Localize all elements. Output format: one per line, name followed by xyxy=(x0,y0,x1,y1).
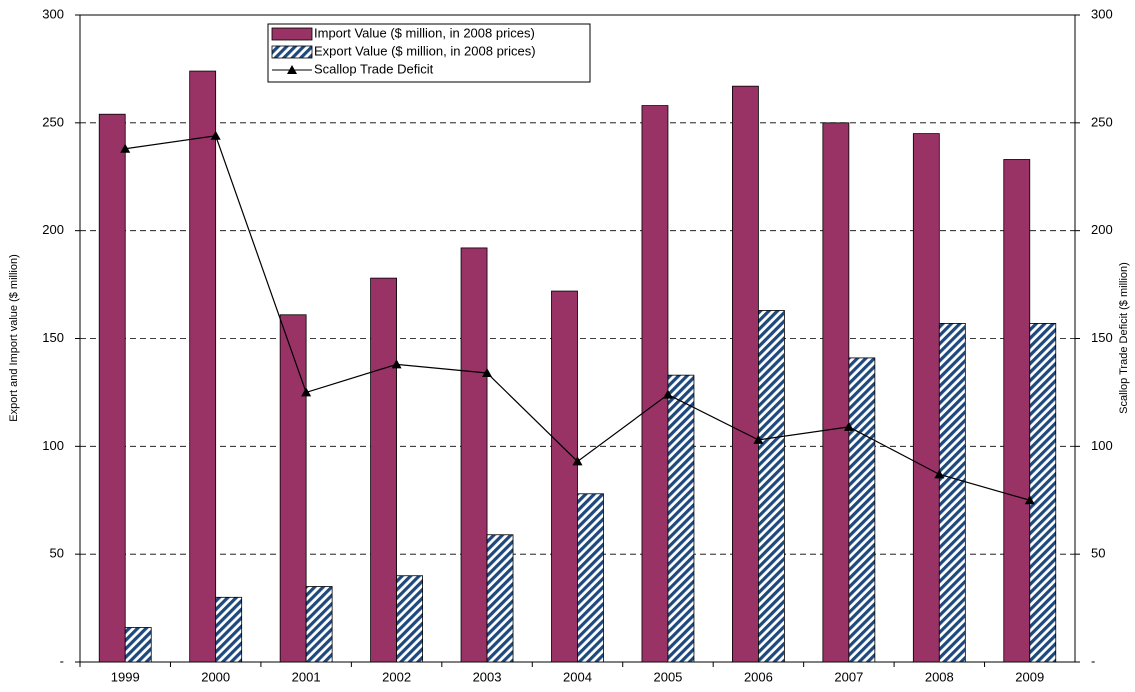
bar xyxy=(551,290,578,663)
x-tick-label: 2005 xyxy=(653,669,682,684)
y2-tick-label: 150 xyxy=(1091,330,1113,345)
y2-tick-label: 200 xyxy=(1091,222,1113,237)
legend-swatch xyxy=(271,45,313,59)
bar xyxy=(848,357,876,663)
bar xyxy=(938,323,966,663)
legend-marker xyxy=(287,65,297,74)
marker xyxy=(934,469,945,479)
y2-tick-label: 250 xyxy=(1091,114,1113,129)
legend-swatch xyxy=(271,27,313,41)
bar xyxy=(641,105,669,663)
legend-label: Scallop Trade Deficit xyxy=(314,61,434,76)
bar xyxy=(460,247,488,663)
bar xyxy=(305,586,333,663)
bar xyxy=(370,277,397,663)
bar xyxy=(577,493,604,663)
y2-axis-label: Scallop Trade Deficit ($ million) xyxy=(1118,262,1130,414)
bar xyxy=(189,70,217,663)
bar xyxy=(486,534,514,663)
legend: Import Value ($ million, in 2008 prices)… xyxy=(267,23,591,83)
y2-tick-label: 50 xyxy=(1091,546,1105,561)
y-tick-label: 150 xyxy=(42,330,64,345)
legend-box xyxy=(267,23,591,83)
y-axis-label: Export and Import value ($ million) xyxy=(8,254,20,422)
bar xyxy=(667,374,695,663)
x-tick-label: 2000 xyxy=(201,669,230,684)
x-tick-label: 2006 xyxy=(744,669,773,684)
x-tick-label: 2008 xyxy=(925,669,954,684)
marker xyxy=(843,421,854,431)
bar xyxy=(822,122,850,663)
marker xyxy=(662,389,673,399)
marker xyxy=(210,130,221,140)
bar xyxy=(98,113,126,663)
bar xyxy=(758,310,785,663)
bar xyxy=(732,85,759,663)
marker xyxy=(572,456,583,466)
y-tick-label: 200 xyxy=(42,222,64,237)
x-tick-label: 2002 xyxy=(382,669,411,684)
x-tick-label: 2007 xyxy=(834,669,863,684)
y2-tick-label: - xyxy=(1091,653,1095,668)
bar xyxy=(1029,323,1057,663)
bar xyxy=(1003,159,1031,663)
y-tick-label: 250 xyxy=(42,114,64,129)
bar xyxy=(912,133,940,663)
marker xyxy=(753,434,764,444)
x-tick-label: 2004 xyxy=(563,669,592,684)
marker xyxy=(482,368,493,378)
marker xyxy=(301,387,312,397)
legend-label: Import Value ($ million, in 2008 prices) xyxy=(314,25,535,40)
x-tick-label: 2003 xyxy=(473,669,502,684)
y-tick-label: 50 xyxy=(50,546,64,561)
bar xyxy=(124,627,152,663)
x-tick-label: 2001 xyxy=(292,669,321,684)
x-tick-label: 1999 xyxy=(111,669,140,684)
marker xyxy=(1024,495,1035,505)
bar xyxy=(279,314,307,663)
marker xyxy=(120,143,131,153)
y2-tick-label: 100 xyxy=(1091,438,1113,453)
marker xyxy=(391,359,402,369)
y-tick-label: 300 xyxy=(42,6,64,21)
y2-tick-label: 300 xyxy=(1091,6,1113,21)
bar xyxy=(396,575,423,663)
y-tick-label: 100 xyxy=(42,438,64,453)
bar xyxy=(215,596,243,663)
y-tick-label: - xyxy=(60,653,64,668)
legend-label: Export Value ($ million, in 2008 prices) xyxy=(314,43,536,58)
x-tick-label: 2009 xyxy=(1015,669,1044,684)
